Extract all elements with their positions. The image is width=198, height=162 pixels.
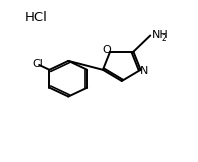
Text: O: O — [102, 45, 111, 55]
Text: Cl: Cl — [33, 59, 44, 69]
Text: NH: NH — [152, 30, 169, 40]
Text: N: N — [140, 66, 149, 76]
Text: HCl: HCl — [25, 11, 48, 23]
Text: 2: 2 — [162, 34, 167, 43]
